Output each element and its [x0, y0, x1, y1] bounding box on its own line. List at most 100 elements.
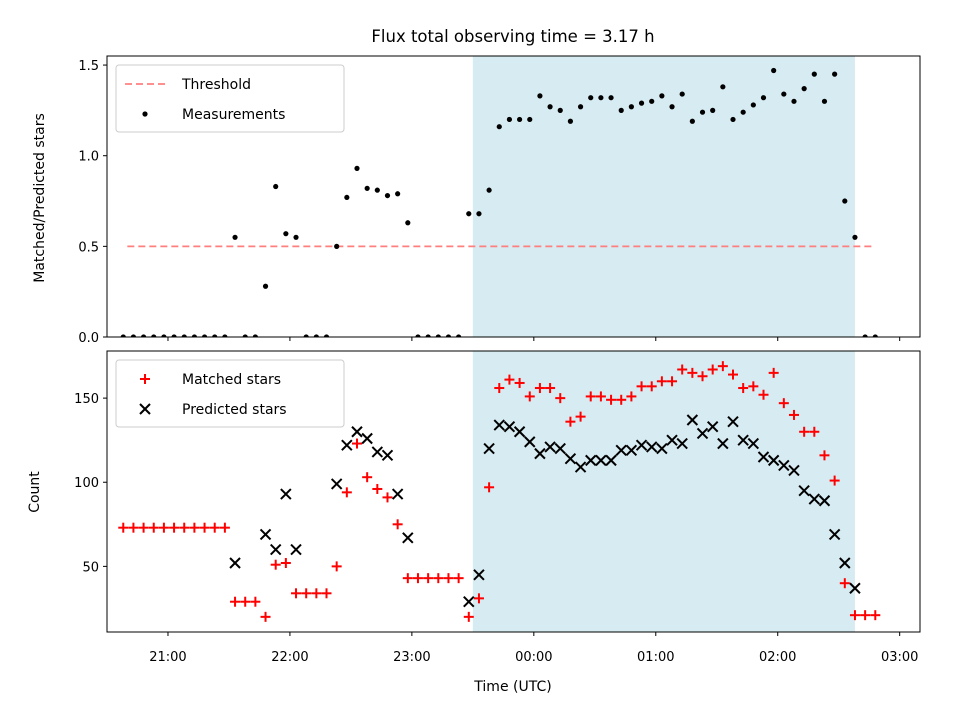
predicted-stars-point — [767, 454, 780, 467]
matched-stars-point — [382, 492, 393, 503]
predicted-stars-point — [849, 582, 861, 594]
predicted-stars-point — [391, 488, 404, 500]
predicted-stars-point — [493, 419, 505, 431]
predicted-stars-point — [564, 452, 577, 465]
predicted-stars-point — [727, 415, 739, 428]
matched-stars-point — [616, 394, 627, 405]
measurement-point — [435, 334, 441, 337]
predicted-stars-point — [473, 569, 485, 581]
predicted-stars-point — [503, 421, 516, 433]
measurement-point — [384, 192, 391, 199]
predicted-stars-point — [269, 543, 282, 556]
measurement-point — [242, 334, 248, 337]
measurement-point — [832, 71, 838, 77]
measurement-point — [151, 334, 157, 337]
matched-stars-point — [148, 522, 159, 533]
matched-stars-point — [402, 573, 413, 584]
predicted-stars-point — [798, 484, 810, 497]
observing-window-span — [472, 56, 855, 337]
measurement-point — [252, 334, 258, 337]
series-matched-stars — [118, 361, 881, 622]
measurement-point — [710, 107, 716, 113]
matched-stars-point — [280, 558, 291, 569]
legend-matched-swatch — [140, 374, 150, 384]
predicted-stars-point — [483, 442, 495, 455]
matched-stars-point — [230, 596, 241, 607]
matched-stars-point — [656, 376, 667, 387]
measurement-point — [425, 334, 431, 337]
measurement-point — [659, 93, 665, 99]
matched-stars-point — [534, 383, 545, 394]
matched-stars-point — [169, 522, 180, 533]
matched-stars-point — [636, 381, 647, 392]
measurement-point — [191, 334, 197, 337]
predicted-stars-point — [747, 437, 760, 450]
measurement-point — [618, 107, 624, 113]
predicted-stars-point — [280, 488, 292, 500]
x-tick-label: 01:00 — [637, 650, 674, 665]
y-tick-label: 1.5 — [78, 59, 99, 74]
matched-stars-point — [606, 394, 617, 405]
legend-label: Measurements — [182, 107, 285, 123]
predicted-stars-point — [361, 432, 373, 445]
predicted-stars-point — [574, 461, 587, 473]
matched-stars-point — [555, 393, 566, 404]
predicted-stars-point — [381, 449, 394, 462]
plot-area — [118, 351, 881, 632]
predicted-stars-point — [544, 441, 556, 453]
predicted-stars-point — [229, 557, 241, 569]
series-predicted-stars — [229, 414, 861, 608]
predicted-stars-point — [371, 446, 384, 458]
legend-predicted-swatch — [139, 403, 151, 415]
matched-stars-point — [473, 593, 484, 604]
matched-stars-point — [351, 438, 362, 449]
measurement-point — [557, 107, 563, 113]
predicted-stars-point — [737, 434, 749, 446]
measurement-point — [364, 185, 370, 191]
matched-stars-point — [870, 610, 881, 621]
matched-stars-point — [301, 588, 312, 599]
measurement-point — [760, 95, 767, 101]
predicted-stars-point — [463, 596, 475, 608]
measurement-point — [405, 220, 411, 226]
matched-stars-point — [494, 383, 505, 394]
y-tick-label: 0.5 — [78, 240, 99, 255]
matched-stars-point — [463, 611, 474, 622]
measurement-point — [862, 334, 868, 337]
predicted-stars-point — [615, 444, 627, 456]
y-tick-label: 50 — [82, 560, 99, 575]
measurement-point — [608, 95, 614, 101]
matched-stars-point — [819, 450, 830, 461]
measurement-point — [689, 118, 695, 124]
matched-stars-point — [291, 588, 302, 599]
predicted-stars-point — [706, 421, 719, 433]
matched-stars-point — [331, 561, 342, 572]
matched-stars-point — [138, 522, 149, 533]
measurement-point — [232, 234, 238, 240]
matched-stars-point — [504, 374, 515, 385]
matched-stars-point — [829, 475, 840, 486]
measurement-point — [537, 93, 543, 99]
measurement-point — [527, 116, 533, 123]
matched-stars-point — [758, 389, 769, 400]
matched-stars-point — [219, 522, 230, 533]
axes-frame — [106, 350, 921, 633]
measurement-point — [649, 98, 655, 104]
measurement-point — [740, 109, 746, 115]
chart-title: Flux total observing time = 3.17 h — [371, 27, 654, 46]
matched-stars-point — [788, 409, 799, 420]
predicted-stars-point — [351, 426, 363, 438]
legend: Matched stars Predicted stars — [115, 359, 345, 428]
measurement-point — [781, 91, 787, 97]
measurement-point — [344, 194, 350, 201]
matched-stars-point — [646, 381, 657, 392]
matched-stars-point — [849, 610, 860, 621]
measurement-point — [395, 191, 401, 197]
matched-stars-point — [341, 487, 352, 498]
matched-stars-point — [667, 376, 678, 387]
predicted-stars-point — [808, 493, 821, 505]
x-tick-label: 21:00 — [149, 650, 186, 665]
predicted-stars-point — [595, 454, 607, 467]
observing-window-span — [472, 351, 855, 632]
predicted-stars-point — [696, 427, 709, 440]
